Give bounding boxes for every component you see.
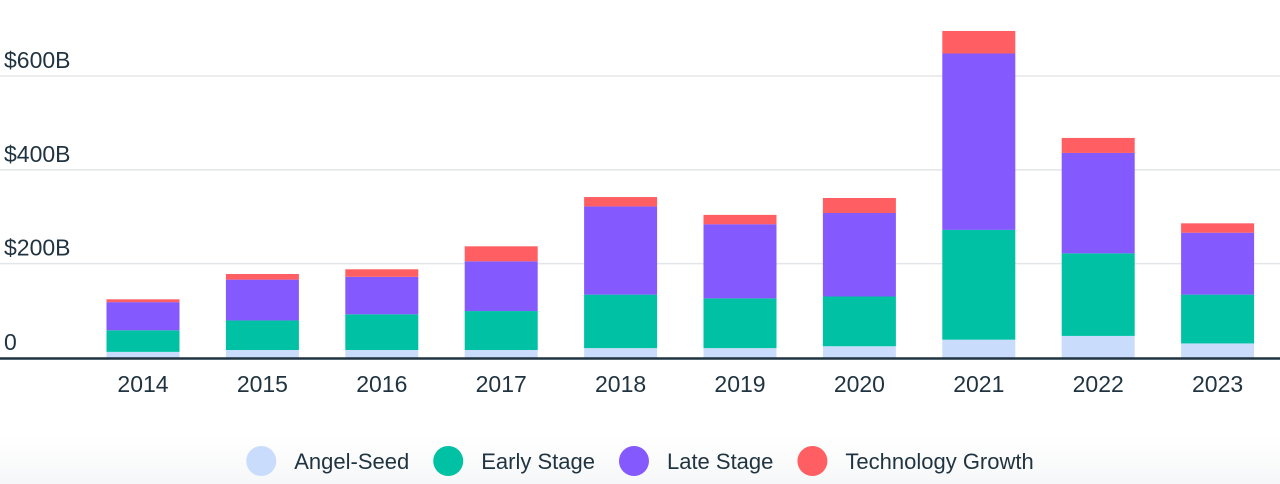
bar-segment-technology-growth [1181, 223, 1255, 233]
y-tick-label: $400B [4, 141, 71, 167]
bar-segment-late-stage [822, 212, 896, 297]
bar-segment-early-stage [1181, 294, 1255, 344]
bar-segment-early-stage [822, 296, 896, 347]
bar-segment-angel-seed [225, 349, 299, 358]
y-tick-label: 0 [4, 329, 17, 355]
bar-segment-late-stage [106, 302, 180, 331]
bar-segment-angel-seed [1181, 343, 1255, 358]
bar-segment-angel-seed [584, 348, 658, 358]
x-tick-label: 2018 [595, 371, 646, 397]
bar-segment-technology-growth [584, 197, 658, 207]
x-tick-label: 2017 [476, 371, 527, 397]
bar-segment-late-stage [464, 261, 538, 312]
bar-segment-early-stage [942, 229, 1016, 340]
y-tick-label: $200B [4, 235, 71, 261]
bar-segment-late-stage [1181, 232, 1255, 295]
bar-segment-technology-growth [1061, 137, 1135, 153]
legend-item: Angel-Seed [246, 446, 409, 476]
bar-segment-early-stage [106, 330, 180, 352]
x-tick-label: 2022 [1073, 371, 1124, 397]
bar-segment-angel-seed [464, 349, 538, 358]
legend-item: Late Stage [618, 446, 773, 476]
x-tick-label: 2019 [714, 371, 765, 397]
legend: Angel-Seed Early Stage Late Stage Technolog… [246, 446, 1034, 476]
bars [106, 30, 1255, 358]
bar-segment-early-stage [225, 320, 299, 350]
legend-label: Technology Growth [845, 449, 1033, 474]
legend-item: Technology Growth [797, 446, 1034, 476]
legend-swatch [246, 446, 277, 476]
x-tick-label: 2014 [117, 371, 168, 397]
bar-segment-technology-growth [942, 30, 1016, 54]
bar-segment-technology-growth [464, 246, 538, 262]
x-tick-label: 2016 [356, 371, 407, 397]
x-tick-label: 2020 [834, 371, 885, 397]
bar-segment-technology-growth [106, 299, 180, 303]
bar-segment-early-stage [1061, 253, 1135, 336]
bar-segment-early-stage [345, 314, 419, 350]
legend-swatch [797, 446, 828, 476]
bar-segment-late-stage [225, 279, 299, 321]
legend-swatch [618, 446, 649, 476]
bar-segment-angel-seed [1061, 335, 1135, 358]
bar-segment-angel-seed [703, 348, 777, 358]
x-tick-label: 2023 [1192, 371, 1243, 397]
legend-item: Early Stage [433, 446, 595, 476]
bar-segment-late-stage [584, 206, 658, 295]
bar-segment-angel-seed [345, 349, 419, 358]
bar-segment-angel-seed [942, 339, 1016, 358]
bar-segment-technology-growth [822, 197, 896, 213]
legend-label: Late Stage [667, 449, 773, 474]
legend-label: Angel-Seed [294, 449, 409, 474]
bar-segment-early-stage [584, 294, 658, 349]
bar-segment-technology-growth [225, 273, 299, 280]
bar-segment-angel-seed [822, 346, 896, 358]
bar-segment-technology-growth [345, 269, 419, 277]
bar-segment-early-stage [464, 311, 538, 350]
bar-segment-late-stage [1061, 152, 1135, 254]
bar-segment-early-stage [703, 298, 777, 349]
bar-segment-late-stage [345, 276, 419, 315]
bar-segment-late-stage [942, 53, 1016, 230]
bar-segment-late-stage [703, 224, 777, 299]
x-tick-label: 2015 [237, 371, 288, 397]
legend-swatch [433, 446, 464, 476]
axes: 0 $200B $400B $600B 2014 2015 2016 2017 2018 2019… [0, 47, 1280, 397]
legend-label: Early Stage [481, 449, 595, 474]
bar-segment-angel-seed [106, 351, 180, 358]
x-tick-label: 2021 [953, 371, 1004, 397]
y-tick-label: $600B [4, 47, 71, 73]
bar-segment-technology-growth [703, 214, 777, 225]
